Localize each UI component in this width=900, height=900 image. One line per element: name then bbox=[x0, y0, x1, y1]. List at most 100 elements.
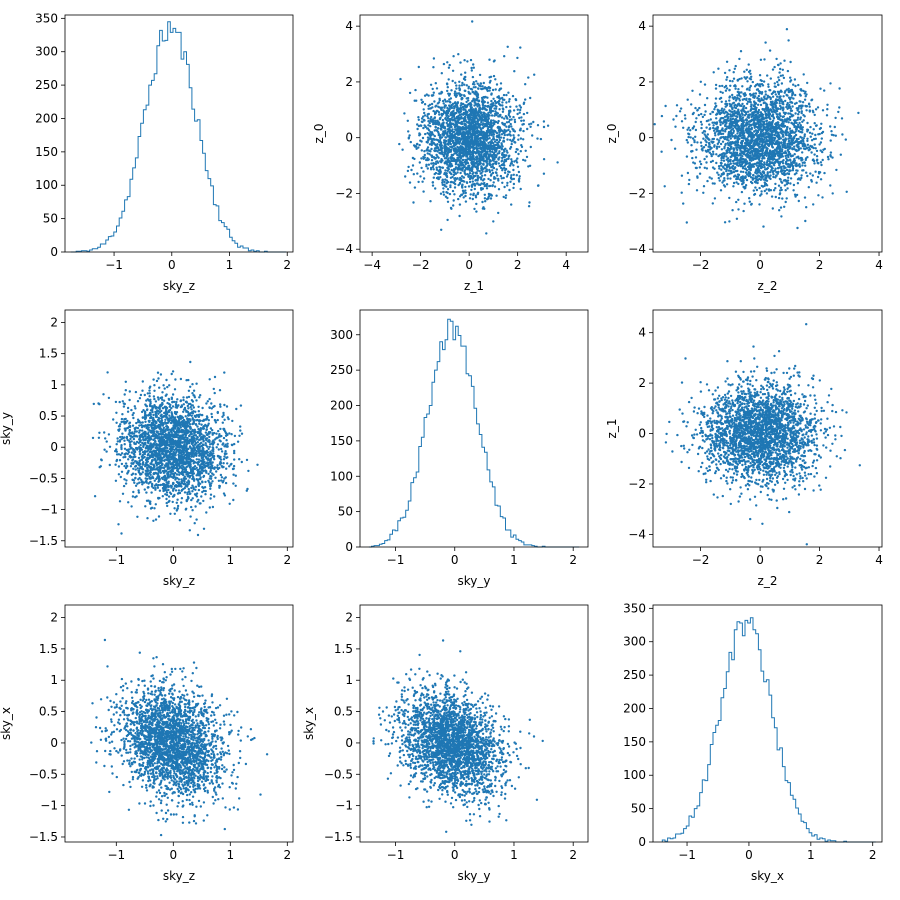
scatter-point bbox=[437, 133, 441, 137]
scatter-point bbox=[730, 131, 733, 135]
scatter-point bbox=[809, 135, 812, 138]
scatter-point bbox=[770, 165, 773, 168]
scatter-point bbox=[829, 151, 833, 154]
scatter-point bbox=[720, 128, 723, 132]
scatter-point bbox=[479, 146, 482, 149]
scatter-point bbox=[520, 119, 523, 123]
scatter-point bbox=[439, 137, 442, 140]
scatter-point bbox=[417, 180, 420, 184]
scatter-point bbox=[765, 188, 768, 191]
scatter-point bbox=[763, 58, 766, 61]
scatter-point bbox=[522, 129, 525, 133]
scatter-point bbox=[440, 112, 443, 116]
scatter-point bbox=[460, 134, 464, 137]
scatter-point bbox=[506, 45, 509, 48]
scatter-point bbox=[781, 162, 785, 165]
scatter-point bbox=[780, 142, 783, 145]
scatter-point bbox=[501, 104, 504, 107]
scatter-point bbox=[417, 146, 420, 149]
scatter-point bbox=[518, 175, 521, 178]
scatter-point bbox=[499, 82, 503, 85]
scatter-point bbox=[512, 168, 515, 172]
scatter-point bbox=[724, 89, 728, 92]
scatter-point bbox=[475, 155, 479, 158]
scatter-point bbox=[474, 93, 477, 96]
scatter-point bbox=[722, 184, 726, 187]
scatter-point bbox=[729, 113, 732, 116]
scatter-point bbox=[438, 165, 441, 169]
scatter-point bbox=[466, 158, 469, 161]
scatter-point bbox=[477, 102, 480, 105]
scatter-point bbox=[438, 139, 442, 142]
scatter-point bbox=[411, 164, 415, 167]
scatter-point bbox=[519, 106, 523, 109]
scatter-point bbox=[475, 182, 478, 185]
scatter-point bbox=[446, 100, 449, 103]
scatter-point bbox=[493, 144, 496, 147]
scatter-point bbox=[472, 81, 475, 84]
scatter-point bbox=[687, 135, 690, 139]
scatter-point bbox=[507, 126, 511, 129]
scatter-point bbox=[492, 220, 495, 223]
scatter-point bbox=[528, 201, 531, 204]
scatter-point bbox=[457, 118, 460, 122]
scatter-point bbox=[465, 181, 469, 184]
scatter-point bbox=[464, 191, 467, 195]
scatter-point bbox=[740, 109, 743, 112]
scatter-point bbox=[530, 122, 533, 125]
scatter-point bbox=[781, 68, 784, 72]
scatter-point bbox=[474, 107, 477, 110]
scatter-point bbox=[786, 69, 790, 73]
scatter-point bbox=[719, 136, 722, 140]
scatter-point bbox=[476, 137, 480, 140]
scatter-point bbox=[784, 154, 787, 158]
scatter-point bbox=[471, 180, 474, 183]
scatter-point bbox=[780, 215, 783, 218]
scatter-point bbox=[760, 163, 764, 166]
scatter-point bbox=[433, 116, 437, 119]
scatter-point bbox=[512, 128, 515, 131]
scatter-point bbox=[518, 116, 521, 120]
scatter-point bbox=[755, 162, 758, 165]
scatter-point bbox=[779, 206, 783, 209]
scatter-point bbox=[745, 149, 749, 153]
scatter-point bbox=[778, 90, 781, 94]
scatter-point bbox=[436, 130, 440, 134]
scatter-point bbox=[840, 117, 844, 120]
scatter-point bbox=[738, 113, 741, 116]
scatter-point bbox=[447, 78, 450, 81]
scatter-point bbox=[451, 102, 455, 106]
scatter-point bbox=[432, 137, 435, 141]
scatter-point bbox=[470, 188, 473, 192]
scatter-point bbox=[728, 79, 732, 83]
scatter-point bbox=[418, 143, 421, 147]
scatter-point bbox=[492, 74, 496, 78]
scatter-point bbox=[483, 112, 486, 116]
scatter-point bbox=[492, 181, 495, 184]
scatter-point bbox=[479, 85, 482, 88]
scatter-point bbox=[831, 156, 834, 159]
scatter-point bbox=[468, 172, 472, 175]
scatter-point bbox=[453, 193, 456, 196]
scatter-point bbox=[452, 199, 455, 202]
scatter-point bbox=[459, 171, 462, 175]
scatter-point bbox=[503, 117, 506, 120]
scatter-point bbox=[777, 107, 780, 111]
scatter-point bbox=[450, 123, 453, 126]
scatter-point bbox=[455, 87, 458, 90]
scatter-point bbox=[458, 140, 461, 143]
scatter-point bbox=[422, 157, 425, 160]
scatter-point bbox=[695, 148, 698, 151]
scatter-point bbox=[758, 186, 761, 190]
y-tick-label: 150 bbox=[35, 145, 58, 159]
scatter-point bbox=[792, 183, 796, 187]
scatter-point bbox=[484, 170, 487, 173]
scatter-point bbox=[500, 163, 503, 167]
scatter-point bbox=[440, 106, 443, 109]
scatter-point bbox=[453, 94, 457, 97]
scatter-point bbox=[725, 87, 729, 90]
scatter-point bbox=[478, 159, 481, 162]
scatter-point bbox=[522, 158, 525, 162]
scatter-point bbox=[838, 106, 841, 109]
scatter-point bbox=[660, 114, 664, 118]
